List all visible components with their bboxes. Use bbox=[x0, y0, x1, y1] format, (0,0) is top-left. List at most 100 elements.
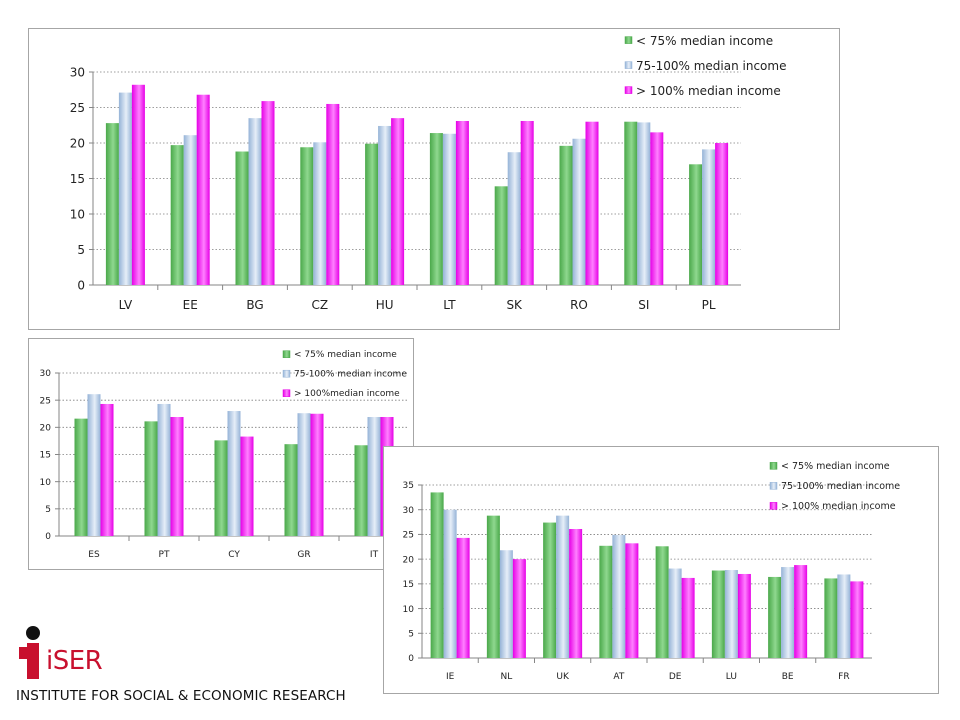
x-tick-label-it: IT bbox=[370, 550, 379, 560]
legend-swatch bbox=[624, 61, 633, 69]
y-tick-label: 20 bbox=[70, 136, 85, 150]
x-tick-label-cz: CZ bbox=[311, 298, 328, 312]
bar-lt-series-2 bbox=[442, 133, 456, 285]
bar-lu-series-3 bbox=[737, 573, 751, 658]
legend-swatch bbox=[282, 350, 291, 358]
y-tick-label: 15 bbox=[40, 451, 51, 461]
bar-cz-series-1 bbox=[300, 147, 314, 285]
legend-swatch bbox=[282, 369, 291, 378]
bar-bg-series-3 bbox=[261, 101, 275, 285]
legend-label: < 75% median income bbox=[781, 461, 890, 472]
bar-si-series-1 bbox=[624, 121, 638, 285]
bar-bg-series-1 bbox=[235, 151, 249, 285]
x-tick-label-nl: NL bbox=[501, 672, 513, 682]
y-tick-label: 20 bbox=[403, 555, 415, 565]
x-tick-label-ee: EE bbox=[183, 298, 198, 312]
legend-label: > 100%median income bbox=[294, 389, 400, 399]
x-tick-label-fr: FR bbox=[838, 672, 849, 682]
bar-sk-series-2 bbox=[507, 152, 521, 285]
bar-de-series-1 bbox=[655, 546, 669, 658]
x-tick-label-lu: LU bbox=[726, 672, 737, 682]
legend-label: > 100% median income bbox=[636, 84, 781, 98]
logo-tagline: INSTITUTE FOR SOCIAL & ECONOMIC RESEARCH bbox=[16, 688, 346, 704]
x-tick-label-be: BE bbox=[782, 672, 794, 682]
chart-panel-central-eastern: 0 5 10 15 20 25 30 LV EE BG CZ HU LT SK RO SI PL < 75% me… bbox=[28, 28, 840, 330]
x-tick-label-uk: UK bbox=[556, 672, 570, 682]
y-tick-label: 0 bbox=[408, 654, 414, 664]
y-tick-label: 10 bbox=[70, 207, 85, 221]
bar-ie-series-2 bbox=[443, 509, 457, 658]
iser-logo: iSER INSTITUTE FOR SOCIAL & ECONOMIC RES… bbox=[16, 624, 346, 710]
y-tick-label: 0 bbox=[45, 532, 51, 542]
bar-gr-series-1 bbox=[284, 444, 298, 536]
bar-pt-series-1 bbox=[144, 421, 158, 536]
legend-label: < 75% median income bbox=[636, 34, 773, 48]
x-tick-label-lt: LT bbox=[443, 298, 456, 312]
bar-si-series-2 bbox=[637, 122, 651, 285]
bar-cz-series-2 bbox=[313, 142, 327, 285]
legend-swatch bbox=[769, 502, 778, 510]
bar-ro-series-2 bbox=[572, 138, 586, 285]
bar-nl-series-2 bbox=[499, 550, 513, 658]
bar-uk-series-3 bbox=[569, 528, 583, 658]
legend-label: > 100% median income bbox=[781, 501, 896, 512]
x-tick-label-hu: HU bbox=[376, 298, 394, 312]
x-tick-label-cy: CY bbox=[228, 550, 240, 560]
x-tick-label-de: DE bbox=[669, 672, 682, 682]
bar-lv-series-1 bbox=[105, 123, 119, 286]
bar-pt-series-3 bbox=[170, 417, 184, 536]
legend-swatch bbox=[282, 389, 291, 397]
bar-lt-series-1 bbox=[429, 133, 443, 285]
y-tick-label: 30 bbox=[70, 65, 85, 79]
bar-be-series-2 bbox=[781, 567, 795, 658]
bar-uk-series-2 bbox=[556, 515, 570, 658]
bar-lv-series-3 bbox=[131, 84, 145, 285]
legend-label: < 75% median income bbox=[294, 350, 397, 360]
bar-fr-series-1 bbox=[824, 578, 838, 658]
x-tick-label-ie: IE bbox=[446, 672, 455, 682]
bar-ee-series-2 bbox=[183, 135, 197, 285]
legend: < 75% median income 75-100% median income… bbox=[769, 461, 900, 512]
y-tick-label: 5 bbox=[408, 630, 414, 640]
chart-svg: 0 5 10 15 20 25 30 35 IE NL UK AT DE LU BE FR < 75% medi… bbox=[403, 461, 901, 682]
chart-panel-western: 0 5 10 15 20 25 30 35 IE NL UK AT DE LU BE FR < 75% medi… bbox=[383, 446, 939, 694]
bar-ie-series-3 bbox=[456, 537, 470, 658]
bar-ee-series-3 bbox=[196, 94, 210, 285]
bar-es-series-1 bbox=[74, 418, 88, 536]
bar-lt-series-3 bbox=[455, 120, 469, 286]
bar-cy-series-1 bbox=[214, 440, 228, 536]
bar-de-series-3 bbox=[681, 577, 695, 658]
bar-hu-series-1 bbox=[365, 143, 379, 285]
bar-ee-series-1 bbox=[170, 145, 184, 285]
bar-cy-series-2 bbox=[227, 411, 241, 536]
legend-label: 75-100% median income bbox=[781, 481, 900, 492]
y-tick-label: 10 bbox=[40, 478, 52, 488]
bar-lu-series-1 bbox=[711, 570, 725, 658]
y-tick-label: 5 bbox=[45, 505, 51, 515]
legend: < 75% median income 75-100% median income… bbox=[282, 350, 407, 399]
bar-fr-series-2 bbox=[837, 574, 851, 658]
x-tick-label-sk: SK bbox=[506, 298, 523, 312]
logo-wordmark: iSER bbox=[46, 646, 103, 676]
bar-pl-series-1 bbox=[689, 164, 703, 285]
x-tick-label-es: ES bbox=[88, 550, 100, 560]
legend-label: 75-100% median income bbox=[636, 59, 786, 73]
y-tick-label: 25 bbox=[403, 531, 414, 541]
bar-nl-series-3 bbox=[512, 559, 526, 658]
bar-uk-series-1 bbox=[543, 522, 557, 658]
bar-pl-series-2 bbox=[702, 149, 716, 285]
bar-bg-series-2 bbox=[248, 118, 262, 286]
y-tick-label: 5 bbox=[77, 243, 85, 257]
bar-es-series-3 bbox=[100, 403, 114, 536]
logo-person-icon bbox=[19, 626, 40, 679]
bar-fr-series-3 bbox=[850, 581, 864, 658]
bar-gr-series-3 bbox=[310, 413, 324, 536]
bar-hu-series-3 bbox=[391, 118, 405, 286]
bar-at-series-2 bbox=[612, 534, 626, 658]
x-tick-label-lv: LV bbox=[119, 298, 133, 312]
bar-sk-series-3 bbox=[520, 120, 534, 286]
x-tick-label-ro: RO bbox=[570, 298, 588, 312]
y-tick-label: 20 bbox=[40, 424, 52, 434]
bar-be-series-1 bbox=[768, 576, 782, 658]
bar-pl-series-3 bbox=[715, 143, 729, 285]
